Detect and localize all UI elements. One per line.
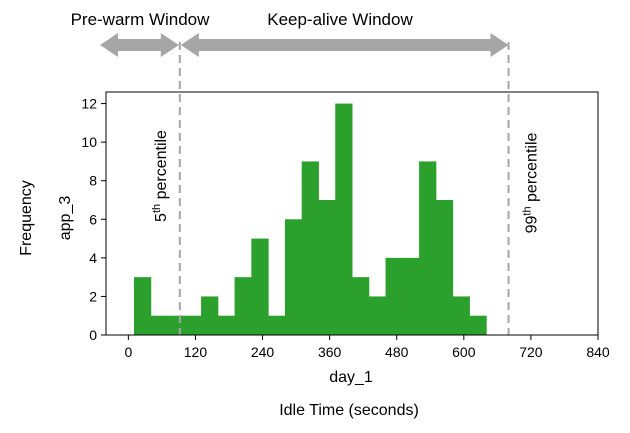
y-axis-ticks: 0 2 4 6 8 10 12 xyxy=(81,96,106,343)
histogram-bar xyxy=(452,296,470,335)
plot-area-frame xyxy=(105,91,599,336)
outer-x-axis-label: Idle Time (seconds) xyxy=(279,402,419,419)
histogram-bar xyxy=(469,315,487,335)
histogram-bar xyxy=(268,315,286,335)
histogram-bar xyxy=(435,200,454,335)
x-axis-label: day_1 xyxy=(329,369,373,386)
y-tick-label: 12 xyxy=(81,96,97,112)
x-tick-label: 240 xyxy=(251,344,275,360)
x-tick-label: 480 xyxy=(385,344,409,360)
prewarm-window-label: Pre-warm Window xyxy=(71,10,211,29)
x-tick-label: 600 xyxy=(452,344,476,360)
histogram-bar xyxy=(251,238,269,335)
y-tick-label: 10 xyxy=(81,134,97,150)
keepalive-window-arrow xyxy=(180,33,509,57)
percentile-5-label: 5th percentile xyxy=(151,130,170,222)
y-tick-label: 8 xyxy=(89,173,97,189)
histogram-bars xyxy=(133,103,487,335)
y-tick-label: 2 xyxy=(89,288,97,304)
x-tick-label: 840 xyxy=(586,344,610,360)
y-tick-label: 4 xyxy=(89,250,97,266)
histogram-bar xyxy=(419,161,437,335)
histogram-bar xyxy=(217,315,236,335)
histogram-bar xyxy=(352,277,370,335)
histogram-bar xyxy=(385,257,403,335)
histogram-bar xyxy=(150,315,168,335)
y-tick-label: 6 xyxy=(89,211,97,227)
y-axis-label: app_3 xyxy=(57,196,74,241)
percentile-99-label: 99th percentile xyxy=(522,133,541,234)
histogram-bar xyxy=(201,296,219,335)
histogram-bar xyxy=(301,161,319,335)
x-axis-ticks: 0 120 240 360 480 600 720 840 xyxy=(124,335,610,360)
histogram-bar xyxy=(335,103,353,335)
x-tick-label: 360 xyxy=(318,344,342,360)
histogram-bar xyxy=(167,315,185,335)
histogram-bar xyxy=(234,277,252,335)
histogram-bar xyxy=(402,257,420,335)
outer-y-axis-label: Frequency xyxy=(18,180,35,256)
x-tick-label: 0 xyxy=(124,344,132,360)
histogram-bar xyxy=(133,277,152,335)
histogram-bar xyxy=(184,315,202,335)
keepalive-window-label: Keep-alive Window xyxy=(267,10,413,29)
histogram-bar xyxy=(284,219,303,335)
x-tick-label: 120 xyxy=(184,344,208,360)
histogram-bar xyxy=(318,200,336,335)
x-tick-label: 720 xyxy=(519,344,543,360)
y-tick-label: 0 xyxy=(89,327,97,343)
histogram-bar xyxy=(368,296,387,335)
prewarm-window-arrow xyxy=(100,33,179,57)
